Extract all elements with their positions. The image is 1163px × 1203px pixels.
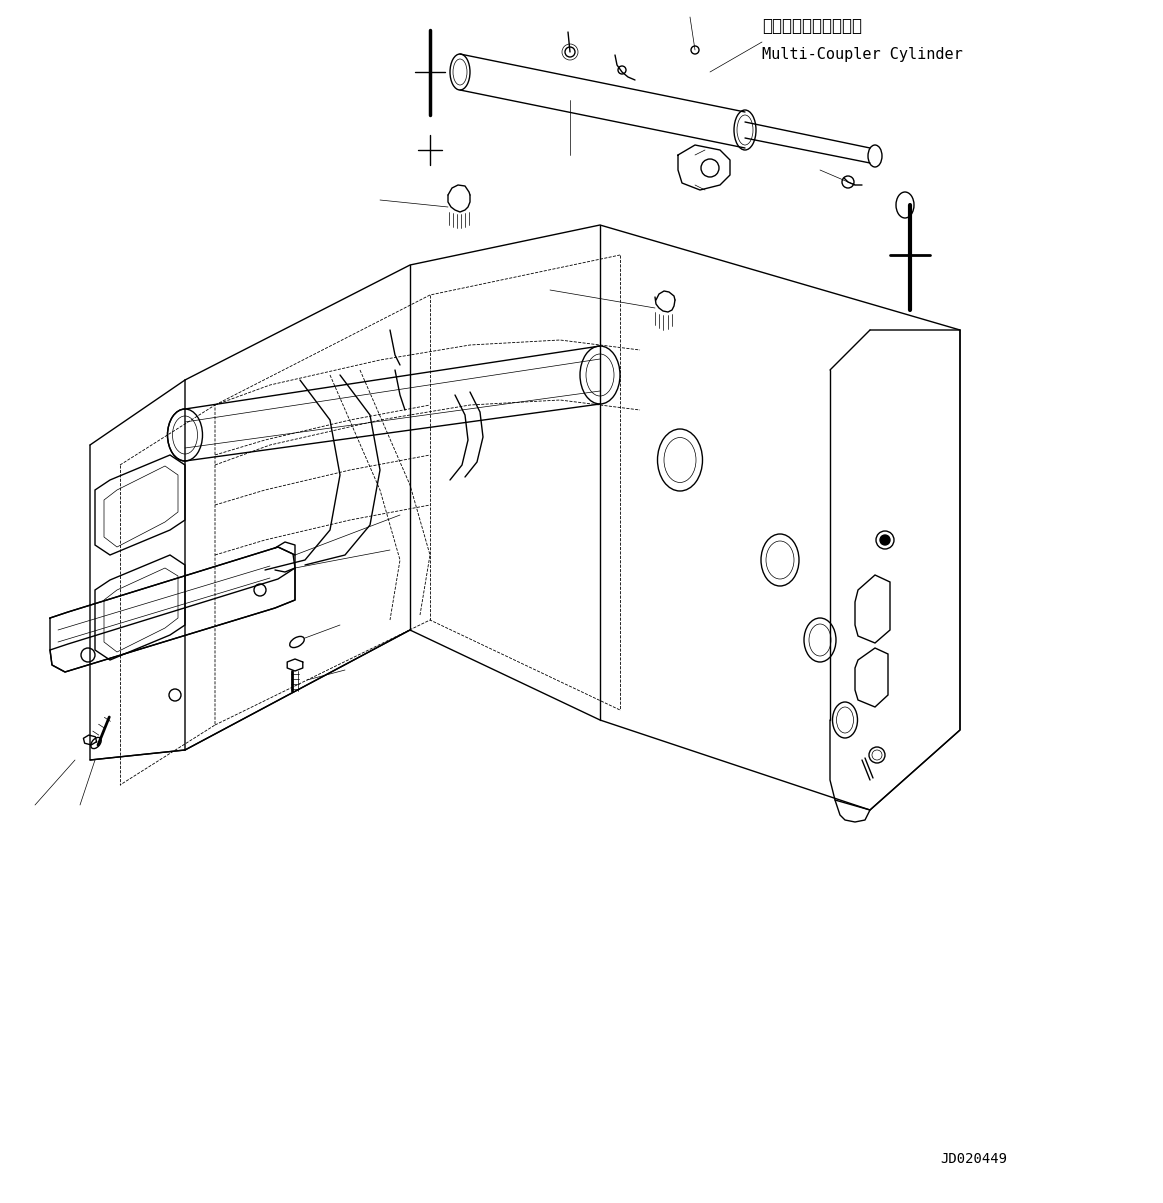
Circle shape	[880, 535, 890, 545]
Text: マルチカプラシリンダ: マルチカプラシリンダ	[762, 17, 862, 35]
Text: Multi-Coupler Cylinder: Multi-Coupler Cylinder	[762, 47, 963, 63]
Text: JD020449: JD020449	[940, 1152, 1007, 1166]
